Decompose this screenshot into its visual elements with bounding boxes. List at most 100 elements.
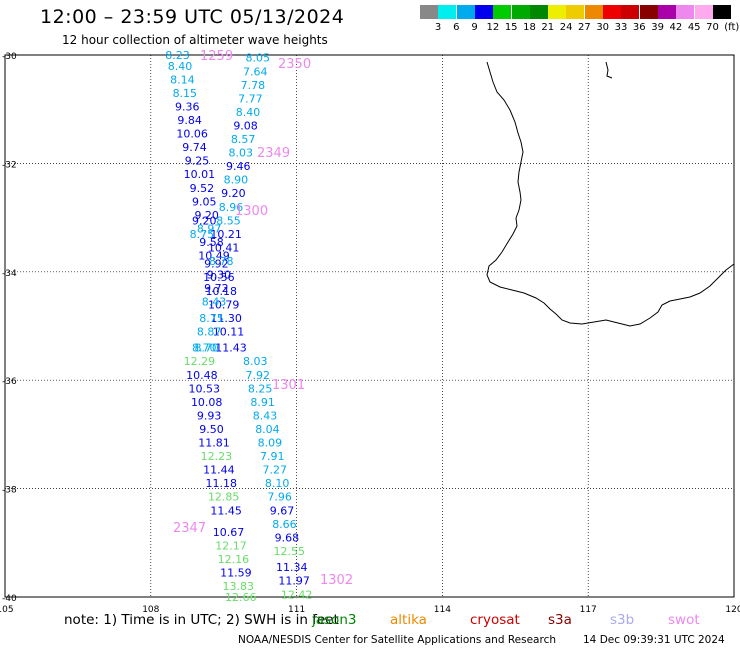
wave-height-value: 9.67: [270, 504, 295, 517]
wave-height-value: 8.70: [192, 342, 217, 355]
colorbar-swatch: [621, 5, 640, 19]
wave-height-value: 7.77: [238, 92, 263, 105]
wave-height-value: 8.25: [248, 382, 273, 395]
wave-height-value: 9.72: [204, 282, 229, 295]
colorbar-swatch: [639, 5, 658, 19]
wave-height-value: 11.44: [203, 464, 235, 477]
wave-height-value: 9.50: [199, 423, 224, 436]
wave-height-value: 8.03: [228, 147, 253, 160]
footer-note: note: 1) Time is in UTC; 2) SWH is in fe…: [64, 612, 339, 628]
colorbar-swatch: [548, 5, 567, 19]
colorbar-tick-label: 36: [632, 22, 646, 33]
wave-height-value: 8.09: [258, 437, 283, 450]
wave-height-value: 11.34: [276, 561, 308, 574]
wave-height-value: 8.43: [202, 296, 227, 309]
wave-height-value: 8.15: [173, 87, 198, 100]
wave-height-value: 11.45: [210, 504, 242, 517]
wave-height-value: 10.06: [176, 128, 208, 141]
australia-coastline: [486, 61, 735, 327]
wave-height-value: 10.01: [184, 168, 216, 181]
wave-height-value: 9.58: [199, 236, 224, 249]
wave-height-value: 9.74: [182, 141, 207, 154]
colorbar-swatch: [676, 5, 695, 19]
wave-height-value: 8.75: [190, 228, 215, 241]
colorbar-tick-label: 70: [706, 22, 719, 33]
colorbar-tick-label: 15: [504, 22, 518, 33]
colorbar-tick-label: 24: [559, 22, 573, 33]
colorbar-swatch: [438, 5, 457, 19]
wave-height-value: 10.08: [191, 396, 223, 409]
wave-height-value: 8.87: [197, 325, 222, 338]
wave-height-value: 9.08: [233, 119, 258, 132]
wave-height-value: 7.91: [260, 450, 285, 463]
colorbar-tick-label: 9: [471, 22, 478, 33]
wave-height-value: 9.52: [190, 182, 215, 195]
wave-height-value: 8.97: [197, 222, 222, 235]
wave-height-value: 11.18: [206, 477, 238, 490]
lon-tick-label: 108: [142, 605, 159, 615]
pass-time-label: 1259: [200, 49, 233, 64]
credit-line: NOAA/NESDIS Center for Satellite Applica…: [238, 634, 556, 646]
wave-height-value: 9.20: [192, 214, 217, 227]
lat-tick-label: -30: [2, 52, 17, 62]
wave-height-value: 9.25: [185, 155, 210, 168]
wave-height-value: 12.66: [225, 591, 257, 604]
wave-height-value: 9.30: [207, 269, 232, 282]
pass-time-label: 2347: [173, 521, 206, 536]
colorbar-swatch: [603, 5, 621, 19]
wave-height-value: 8.04: [255, 423, 280, 436]
wave-height-value: 9.20: [221, 187, 246, 200]
colorbar-swatch: [456, 5, 475, 19]
map-subtitle: 12 hour collection of altimeter wave hei…: [62, 33, 328, 47]
lat-tick-label: -40: [2, 594, 17, 604]
wave-height-value: 9.84: [177, 114, 202, 127]
wave-height-value: 11.59: [220, 567, 252, 580]
wave-height-value: 8.03: [243, 355, 268, 368]
wave-height-value: 7.78: [241, 79, 266, 92]
wave-height-value: 8.70: [194, 342, 219, 355]
pass-time-label: 1302: [320, 573, 353, 588]
pass-time-label: 2349: [257, 146, 290, 161]
colorbar-swatch: [694, 5, 713, 19]
wave-height-observations: 8.238.408.148.159.369.8410.069.749.2510.…: [165, 49, 353, 604]
colorbar-swatch: [420, 5, 438, 19]
colorbar-swatch: [657, 5, 676, 19]
wave-height-value: 11.43: [215, 342, 247, 355]
wave-height-value: 9.36: [175, 100, 200, 113]
wave-height-value: 8.55: [216, 214, 241, 227]
map-frame: [4, 54, 735, 598]
colorbar-swatch: [566, 5, 585, 19]
wave-height-value: 10.56: [203, 271, 235, 284]
wave-height-value: 7.92: [245, 369, 270, 382]
colorbar-tick-label: 45: [687, 22, 701, 33]
wave-height-value: 10.21: [210, 228, 242, 241]
lat-tick-label: -38: [2, 486, 17, 496]
wave-height-value: 8.14: [170, 73, 195, 86]
wave-height-value: 12.17: [215, 540, 247, 553]
wave-height-value: 10.41: [208, 241, 240, 254]
wave-height-value: 10.79: [208, 298, 240, 311]
colorbar-tick-label: 33: [614, 22, 628, 33]
generation-timestamp: 14 Dec 09:39:31 UTC 2024: [583, 634, 725, 646]
map-title: 12:00 – 23:59 UTC 05/13/2024: [40, 6, 345, 28]
colorbar-tick-label: 39: [651, 22, 664, 33]
map-grid: [5, 55, 734, 597]
wave-height-value: 11.97: [278, 575, 310, 588]
wave-height-value: 12.16: [218, 553, 250, 566]
lon-tick-label: 120: [725, 605, 740, 615]
wave-height-value: 7.96: [267, 491, 292, 504]
colorbar-swatch: [529, 5, 548, 19]
wave-height-value: 10.53: [189, 382, 221, 395]
lon-tick-label: 111: [288, 605, 305, 615]
colorbar-swatch: [511, 5, 530, 19]
pass-time-label: 1301: [272, 378, 305, 393]
wave-height-value: 9.20: [194, 209, 219, 222]
wave-height-value: 8.91: [250, 396, 275, 409]
wave-height-value: 8.40: [168, 60, 193, 73]
wave-height-value: 8.43: [253, 409, 278, 422]
satellite-legend-s3a: s3a: [548, 612, 572, 628]
coastline: [486, 61, 735, 327]
wave-height-value: 8.10: [265, 477, 290, 490]
satellite-legend-altika: altika: [390, 612, 427, 628]
